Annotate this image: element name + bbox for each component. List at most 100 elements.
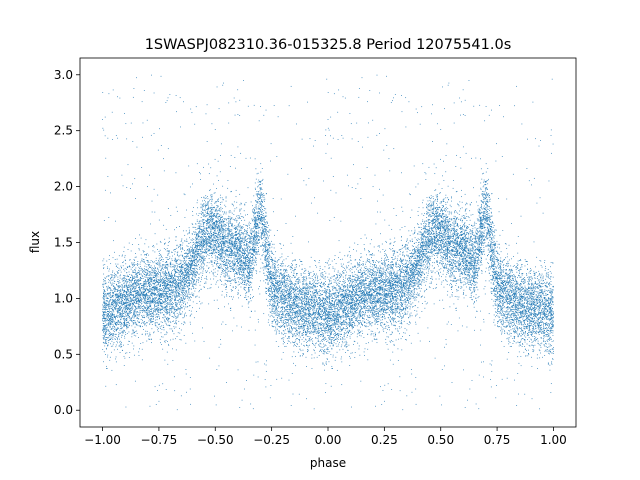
scatter-point xyxy=(213,222,214,223)
scatter-point xyxy=(182,311,183,312)
scatter-point xyxy=(370,266,371,267)
scatter-point xyxy=(106,305,107,306)
scatter-point xyxy=(174,313,175,314)
scatter-point xyxy=(473,252,474,253)
scatter-point xyxy=(369,268,370,269)
scatter-point xyxy=(519,351,520,352)
scatter-point xyxy=(529,322,530,323)
scatter-point xyxy=(226,212,227,213)
scatter-point xyxy=(143,302,144,303)
scatter-point xyxy=(532,294,533,295)
scatter-point xyxy=(233,318,234,319)
scatter-point xyxy=(539,297,540,298)
scatter-point xyxy=(363,265,364,266)
scatter-point xyxy=(209,238,210,239)
scatter-point xyxy=(392,305,393,306)
scatter-point xyxy=(227,236,228,237)
scatter-point xyxy=(339,315,340,316)
scatter-point xyxy=(482,202,483,203)
scatter-point xyxy=(354,294,355,295)
scatter-point xyxy=(346,275,347,276)
scatter-point xyxy=(213,220,214,221)
scatter-point xyxy=(172,348,173,349)
scatter-point xyxy=(193,260,194,261)
scatter-point xyxy=(116,325,117,326)
scatter-point xyxy=(303,312,304,313)
scatter-point xyxy=(325,281,326,282)
scatter-point xyxy=(212,207,213,208)
scatter-point xyxy=(447,272,448,273)
scatter-point xyxy=(106,298,107,299)
scatter-point xyxy=(149,282,150,283)
scatter-point xyxy=(269,261,270,262)
scatter-point xyxy=(464,297,465,298)
scatter-point xyxy=(486,163,487,164)
scatter-point xyxy=(326,328,327,329)
scatter-point xyxy=(135,198,136,199)
scatter-point xyxy=(530,273,531,274)
scatter-point xyxy=(404,296,405,297)
scatter-point xyxy=(154,280,155,281)
scatter-point xyxy=(541,343,542,344)
scatter-point xyxy=(227,188,228,189)
scatter-point xyxy=(276,156,277,157)
scatter-point xyxy=(427,275,428,276)
scatter-point xyxy=(219,108,220,109)
scatter-point xyxy=(219,236,220,237)
scatter-point xyxy=(318,344,319,345)
scatter-point xyxy=(498,262,499,263)
scatter-point xyxy=(288,274,289,275)
scatter-point xyxy=(151,308,152,309)
scatter-point xyxy=(145,282,146,283)
scatter-point xyxy=(238,217,239,218)
scatter-point xyxy=(538,293,539,294)
scatter-point xyxy=(481,194,482,195)
scatter-point xyxy=(507,326,508,327)
scatter-point xyxy=(525,280,526,281)
scatter-point xyxy=(112,292,113,293)
scatter-point xyxy=(254,224,255,225)
scatter-point xyxy=(148,310,149,311)
scatter-point xyxy=(243,249,244,250)
scatter-point xyxy=(378,275,379,276)
scatter-point xyxy=(243,242,244,243)
scatter-point xyxy=(205,208,206,209)
scatter-point xyxy=(389,329,390,330)
scatter-point xyxy=(418,281,419,282)
scatter-point xyxy=(180,279,181,280)
scatter-point xyxy=(155,324,156,325)
scatter-point xyxy=(321,331,322,332)
scatter-point xyxy=(472,380,473,381)
scatter-point xyxy=(535,345,536,346)
scatter-point xyxy=(295,356,296,357)
scatter-point xyxy=(220,276,221,277)
scatter-point xyxy=(274,248,275,249)
scatter-point xyxy=(501,269,502,270)
scatter-point xyxy=(342,341,343,342)
scatter-point xyxy=(348,255,349,256)
scatter-point xyxy=(172,284,173,285)
scatter-point xyxy=(502,379,503,380)
scatter-point xyxy=(398,360,399,361)
scatter-point xyxy=(537,278,538,279)
scatter-point xyxy=(410,275,411,276)
scatter-point xyxy=(410,323,411,324)
scatter-point xyxy=(217,222,218,223)
scatter-point xyxy=(350,281,351,282)
scatter-point xyxy=(428,271,429,272)
scatter-point xyxy=(222,295,223,296)
scatter-point xyxy=(417,272,418,273)
scatter-point xyxy=(425,285,426,286)
scatter-point xyxy=(491,262,492,263)
scatter-point xyxy=(374,299,375,300)
scatter-point xyxy=(349,330,350,331)
scatter-point xyxy=(465,262,466,263)
scatter-point xyxy=(366,323,367,324)
scatter-point xyxy=(277,321,278,322)
scatter-point xyxy=(259,184,260,185)
scatter-point xyxy=(290,342,291,343)
scatter-point xyxy=(496,276,497,277)
scatter-point xyxy=(395,293,396,294)
scatter-point xyxy=(332,276,333,277)
